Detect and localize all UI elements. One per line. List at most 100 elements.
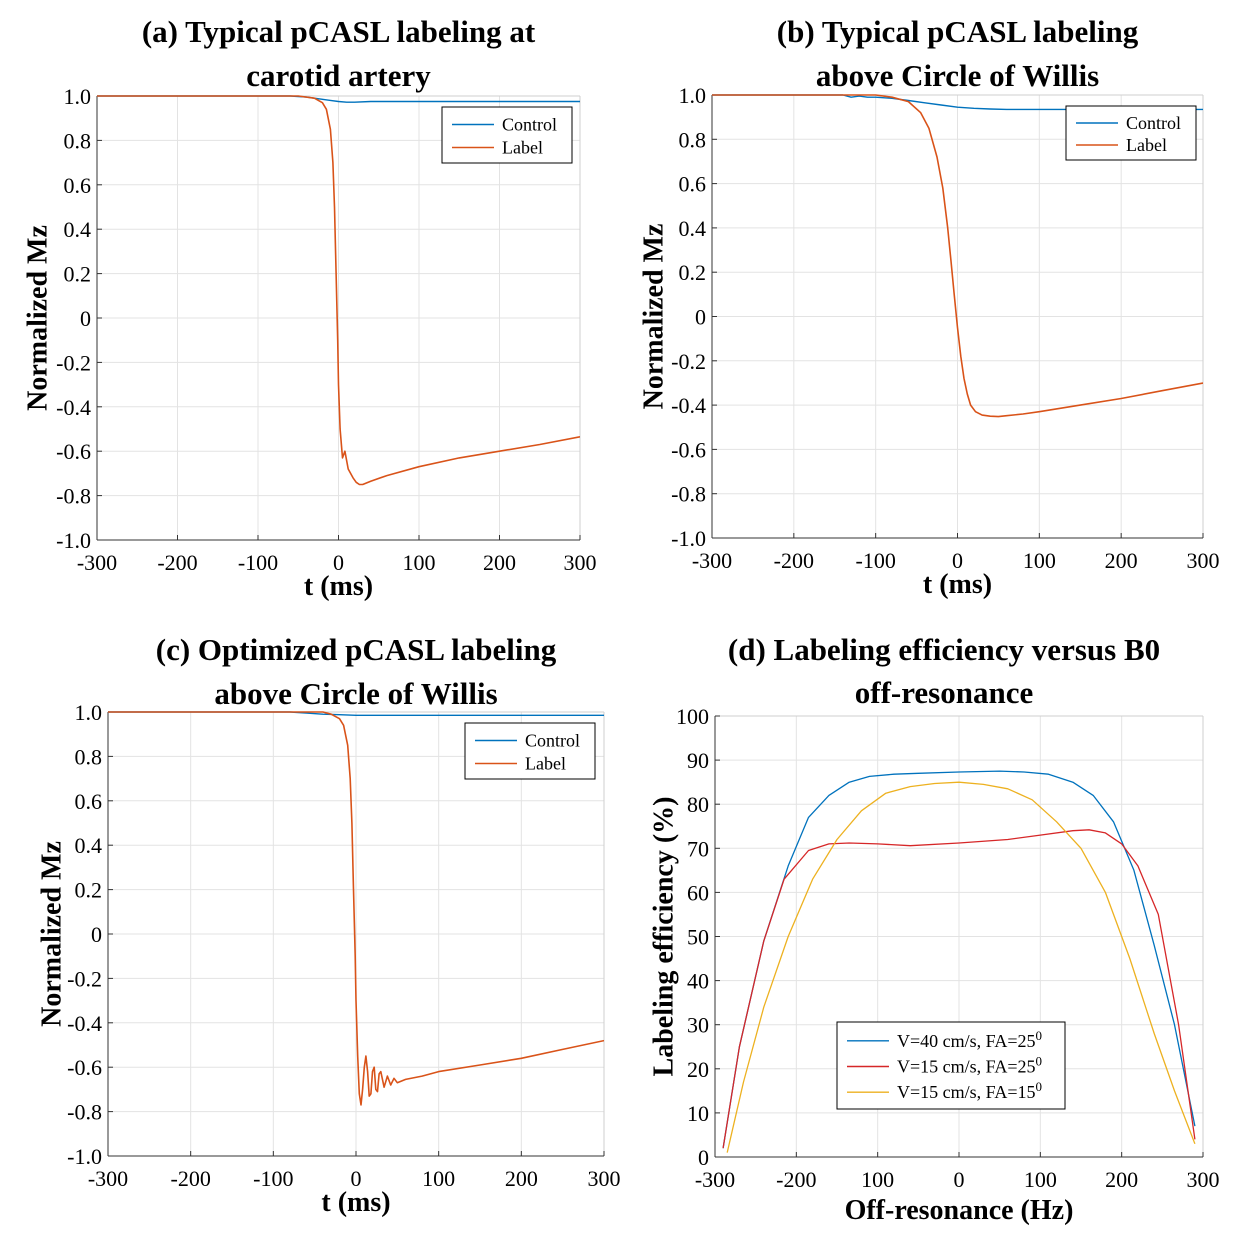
y-tick-label: 10	[687, 1101, 709, 1126]
y-tick-label: 50	[687, 925, 709, 950]
chart-c: (c) Optimized pCASL labeling above Circle…	[37, 632, 621, 1218]
series-group	[722, 770, 1196, 1153]
x-tick-label: 300	[1187, 1167, 1220, 1192]
x-tick-label: -100	[856, 548, 896, 573]
y-tick-label: 0	[80, 306, 91, 331]
legend-label-superscript: 0	[1035, 1028, 1042, 1043]
y-tick-label: -1.0	[56, 528, 91, 553]
y-tick-label: 30	[687, 1013, 709, 1038]
y-tick-label: 80	[687, 792, 709, 817]
x-tick-label: 300	[588, 1166, 621, 1191]
y-tick-label: 70	[687, 836, 709, 861]
y-tick-label: -0.2	[671, 349, 706, 374]
series-line-label	[108, 711, 604, 1106]
y-tick-label: -0.6	[671, 437, 706, 462]
series-line-v-40-cm-s-fa-25	[722, 770, 1196, 1149]
y-tick-label: 0	[695, 305, 706, 330]
legend-label: V=15 cm/s, FA=150	[897, 1079, 1042, 1102]
chart-title-line: (d) Labeling efficiency versus B0	[728, 632, 1160, 667]
y-tick-label: -0.8	[67, 1100, 102, 1125]
y-tick-label: 0	[91, 922, 102, 947]
series-line-v-15-cm-s-fa-25	[722, 829, 1196, 1149]
y-tick-label: 0.2	[75, 878, 103, 903]
x-tick-label: 200	[505, 1166, 538, 1191]
x-tick-label: -200	[171, 1166, 211, 1191]
x-tick-label: -200	[774, 548, 814, 573]
chart-title-line: above Circle of Willis	[214, 676, 497, 711]
y-tick-label: 0.2	[679, 260, 707, 285]
y-tick-label: -1.0	[671, 526, 706, 551]
x-tick-label: -100	[238, 550, 278, 575]
chart-title-line: (c) Optimized pCASL labeling	[156, 632, 557, 667]
x-tick-label: 200	[1105, 548, 1138, 573]
chart-b: (b) Typical pCASL labeling above Circle o…	[639, 14, 1220, 600]
legend-box	[1065, 105, 1197, 161]
y-tick-label: -0.4	[56, 395, 91, 420]
series-line-control	[712, 94, 1203, 111]
panel-b: (b) Typical pCASL labeling above Circle o…	[624, 0, 1247, 619]
x-tick-label: 100	[1023, 548, 1056, 573]
y-tick-label: 100	[676, 704, 709, 729]
legend-label: Label	[525, 754, 566, 774]
legend-label: Control	[525, 731, 580, 751]
y-tick-label: -0.8	[56, 484, 91, 509]
x-axis-label: Off-resonance (Hz)	[845, 1195, 1074, 1226]
legend-label: V=15 cm/s, FA=250	[897, 1054, 1042, 1077]
legend-label-superscript: 0	[1035, 1079, 1042, 1094]
legend-label-text: V=15 cm/s, FA=15	[897, 1082, 1035, 1102]
chart-title-line: (a) Typical pCASL labeling at	[142, 14, 536, 49]
legend-label-text: V=15 cm/s, FA=25	[897, 1057, 1035, 1077]
y-tick-label: -0.2	[56, 350, 91, 375]
legend-label: Control	[502, 115, 557, 135]
y-tick-label: 0.8	[75, 744, 103, 769]
x-tick-label: -200	[157, 550, 197, 575]
chart-d: (d) Labeling efficiency versus B0 off-res…	[649, 632, 1220, 1226]
series-group	[712, 94, 1203, 418]
y-axis-label: Labeling efficiency (%)	[649, 797, 680, 1077]
y-tick-label: 0.2	[64, 262, 92, 287]
panel-d: (d) Labeling efficiency versus B0 off-res…	[624, 619, 1247, 1238]
x-axis-label: t (ms)	[923, 569, 992, 600]
x-tick-label: 100	[1024, 1167, 1057, 1192]
y-tick-label: 0.4	[64, 217, 92, 242]
chart-title-line: above Circle of Willis	[816, 58, 1099, 93]
legend-label-text: Label	[525, 754, 566, 774]
y-tick-label: 60	[687, 880, 709, 905]
x-tick-label: 200	[483, 550, 516, 575]
y-tick-label: -0.4	[671, 393, 706, 418]
x-tick-label: -300	[692, 548, 732, 573]
y-tick-label: 0.6	[64, 173, 92, 198]
y-tick-label: 90	[687, 748, 709, 773]
y-tick-label: 20	[687, 1057, 709, 1082]
x-tick-label: -200	[776, 1167, 816, 1192]
y-tick-label: 0.8	[679, 127, 707, 152]
x-tick-label: -100	[253, 1166, 293, 1191]
series-group	[108, 711, 604, 1106]
chart-title-line: carotid artery	[246, 58, 431, 93]
y-axis-label: Normalized Mz	[37, 841, 68, 1027]
panel-a: (a) Typical pCASL labeling at carotid art…	[0, 0, 624, 619]
x-tick-label: 300	[564, 550, 597, 575]
y-tick-label: 0.4	[679, 216, 707, 241]
y-tick-label: 40	[687, 969, 709, 994]
legend-label-text: Control	[502, 115, 557, 135]
legend-box	[836, 1021, 1066, 1110]
x-tick-label: -300	[695, 1167, 735, 1192]
x-tick-label: 0	[333, 550, 344, 575]
y-tick-label: -0.2	[67, 966, 102, 991]
legend-label-text: Control	[1126, 113, 1181, 133]
panel-c: (c) Optimized pCASL labeling above Circle…	[0, 619, 624, 1238]
legend-label: Label	[1126, 135, 1167, 155]
chart-title-line: (b) Typical pCASL labeling	[777, 14, 1139, 49]
y-tick-label: 0.4	[75, 833, 103, 858]
series-line-label	[97, 95, 580, 486]
legend-box	[464, 722, 596, 780]
x-tick-label: 100	[422, 1166, 455, 1191]
series-line-v-15-cm-s-fa-15	[726, 781, 1196, 1153]
x-axis-label: t (ms)	[304, 571, 373, 602]
legend-label-text: Label	[1126, 135, 1167, 155]
legend: Control Label	[464, 722, 596, 780]
